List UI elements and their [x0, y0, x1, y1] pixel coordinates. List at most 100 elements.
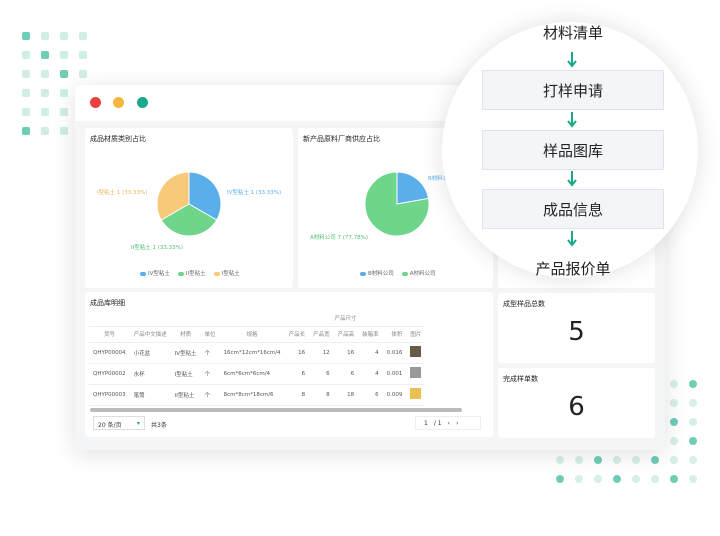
slice-label: A材料公司 7 (77.78%)	[310, 235, 369, 241]
table-cell: 笔筒	[129, 384, 171, 406]
material-pie-chart	[156, 171, 222, 237]
column-header[interactable]: 单位	[200, 326, 220, 343]
table-cell: 16	[333, 342, 359, 364]
supplier-pie-chart	[364, 171, 430, 237]
table-row[interactable]: QHYP00002 水杯 I型粘土个 6cm*6cm*6cm/4 6 6 6 4 0.001	[89, 363, 426, 385]
group-header: 产品尺寸	[284, 310, 407, 327]
table-cell: QHYP00003	[89, 384, 130, 406]
inventory-table: 产品尺寸 货号 产品中文描述 材质 单位 规格 产品长 产品宽 产品高 装箱率 体积 图片 QHYP…	[89, 310, 426, 406]
column-header[interactable]: 规格	[219, 326, 285, 343]
table-cell: 小花盆	[129, 342, 171, 364]
caret-down-icon: ▾	[136, 420, 140, 427]
product-image[interactable]	[406, 342, 426, 364]
flow-step-1: 材料清单	[542, 24, 603, 42]
next-page-icon[interactable]: ›	[455, 419, 459, 427]
column-header[interactable]: 产品中文描述	[129, 326, 171, 343]
arrow-down-icon	[567, 171, 577, 187]
current-page[interactable]: 1	[424, 419, 428, 427]
chart-title: 新产品原料厂商供应占比	[303, 135, 380, 143]
product-image[interactable]	[406, 363, 426, 385]
arrow-down-icon	[567, 231, 577, 247]
pagination: 1 / 1 ‹ ›	[415, 416, 481, 430]
table-cell: 0.001	[382, 363, 407, 385]
table-cell: 8cm*8cm*18cm/6	[219, 384, 285, 406]
table-cell: 18	[333, 384, 359, 406]
table-cell: 个	[200, 342, 220, 364]
column-header[interactable]: 产品长	[284, 326, 310, 343]
table-row[interactable]: QHYP00004 小花盆 IV型粘土个 16cm*12cm*16cm/4 16 12 16…	[89, 342, 426, 364]
maximize-button[interactable]	[137, 97, 148, 108]
flow-step-3: 样品图库	[482, 130, 664, 170]
chart-title: 成品材质类别占比	[90, 135, 146, 143]
page-size-value: 20 条/页	[98, 422, 122, 429]
table-cell: 12	[309, 342, 334, 364]
table-cell: 水杯	[129, 363, 171, 385]
table-cell: 8	[284, 384, 310, 406]
table-cell: QHYP00002	[89, 363, 130, 385]
stat-value: 6	[568, 392, 585, 422]
table-row[interactable]: QHYP00003 笔筒 II型粘土个 8cm*8cm*18cm/6 8 8 18 6 0.00…	[89, 384, 426, 406]
column-header[interactable]: 货号	[89, 326, 130, 343]
page-total: / 1	[433, 419, 442, 427]
pie-slice-II型粘土[interactable]	[160, 203, 218, 237]
legend-item[interactable]: I型粘土	[214, 269, 240, 277]
legend-item[interactable]: B材料公司	[360, 269, 394, 277]
table-cell: 4	[358, 363, 383, 385]
table-cell: 个	[200, 384, 220, 406]
column-header[interactable]: 产品宽	[309, 326, 334, 343]
stat-card-orders: 完成样单数 6	[498, 368, 655, 438]
pie-slice-I型粘土[interactable]	[156, 171, 190, 221]
table-cell: 6	[358, 384, 383, 406]
stat-value: 5	[568, 317, 585, 347]
table-cell: 16cm*12cm*16cm/4	[219, 342, 285, 364]
close-button[interactable]	[90, 97, 101, 108]
table-cell: IV型粘土	[170, 342, 201, 364]
slice-label: IV型粘土 1 (33.33%)	[227, 190, 282, 196]
slice-label: I型粘土 1 (33.33%)	[97, 190, 148, 196]
pie-slice-A材料公司[interactable]	[364, 171, 430, 237]
table-cell: 16	[284, 342, 310, 364]
slice-label: II型粘土 1 (33.33%)	[131, 245, 184, 251]
pie-slice-IV型粘土[interactable]	[188, 171, 222, 221]
stat-label: 完成样单数	[503, 375, 538, 383]
chart-legend: IV型粘土 II型粘土 I型粘土	[140, 269, 240, 277]
table-title: 成品库明细	[90, 299, 125, 307]
table-cell: QHYP00004	[89, 342, 130, 364]
legend-item[interactable]: A材料公司	[402, 269, 436, 277]
table-cell: 8	[309, 384, 334, 406]
column-header[interactable]: 体积	[382, 326, 407, 343]
material-category-chart-card: 成品材质类别占比 IV型粘土 1 (33.33%) II型粘土 1 (33.33…	[85, 128, 293, 288]
column-header[interactable]: 装箱率	[358, 326, 383, 343]
stat-card-samples: 成型样品总数 5	[498, 293, 655, 363]
legend-item[interactable]: IV型粘土	[140, 269, 170, 277]
table-cell: I型粘土	[170, 363, 201, 385]
inventory-table-card: 成品库明细 产品尺寸 货号 产品中文描述 材质 单位 规格 产品长 产品宽 产品高 装箱率 体积图…	[85, 292, 493, 437]
table-cell: 6	[309, 363, 334, 385]
table-cell: 0.009	[382, 384, 407, 406]
total-count: 共3条	[151, 422, 167, 429]
flow-step-5: 产品报价单	[535, 260, 611, 278]
table-cell: 4	[358, 342, 383, 364]
column-header[interactable]: 材质	[170, 326, 201, 343]
prev-page-icon[interactable]: ‹	[447, 419, 450, 427]
horizontal-scrollbar[interactable]	[90, 408, 462, 412]
column-header[interactable]: 图片	[406, 326, 426, 343]
table-cell: 6	[333, 363, 359, 385]
table-cell: II型粘土	[170, 384, 201, 406]
page-size-select[interactable]: 20 条/页 ▾	[93, 416, 145, 430]
minimize-button[interactable]	[113, 97, 124, 108]
column-header[interactable]: 产品高	[333, 326, 359, 343]
legend-item[interactable]: II型粘土	[178, 269, 206, 277]
flow-step-2: 打样申请	[482, 70, 664, 110]
flow-step-4: 成品信息	[482, 189, 664, 229]
table-cell: 6	[284, 363, 310, 385]
product-image[interactable]	[406, 384, 426, 406]
pie-slice-B材料公司[interactable]	[396, 171, 430, 205]
chart-legend: B材料公司 A材料公司	[360, 269, 436, 277]
table-cell: 6cm*6cm*6cm/4	[219, 363, 285, 385]
slice-label: B材料公	[428, 176, 449, 182]
stat-label: 成型样品总数	[503, 300, 545, 308]
arrow-down-icon	[567, 112, 577, 128]
arrow-down-icon	[567, 52, 577, 68]
table-cell: 0.016	[382, 342, 407, 364]
